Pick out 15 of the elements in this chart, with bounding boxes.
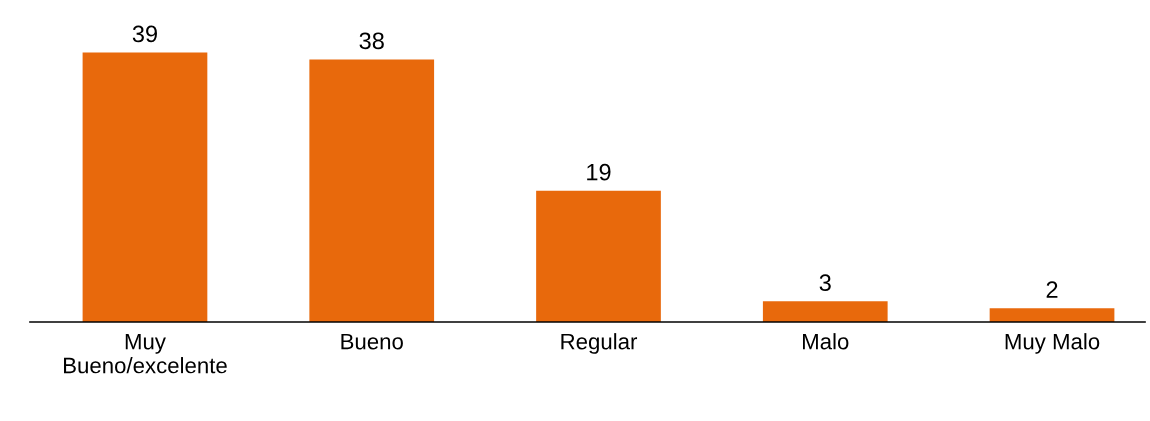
bar xyxy=(762,301,888,322)
data-label: 38 xyxy=(359,32,384,50)
bar xyxy=(309,59,435,322)
data-label: 3 xyxy=(819,274,831,292)
bar xyxy=(536,190,661,322)
data-label: 2 xyxy=(1046,281,1058,298)
x-tick-label: Malo xyxy=(803,333,849,350)
bar xyxy=(82,52,208,322)
x-tick-label: Muy Bueno/excelente xyxy=(64,333,227,374)
data-label: 39 xyxy=(132,25,157,43)
bar xyxy=(989,308,1115,322)
x-tick-label: Bueno xyxy=(341,333,403,350)
x-tick-label: Muy Malo xyxy=(1005,333,1100,354)
x-tick-label: Regular xyxy=(561,333,638,354)
data-label: 19 xyxy=(587,163,611,181)
